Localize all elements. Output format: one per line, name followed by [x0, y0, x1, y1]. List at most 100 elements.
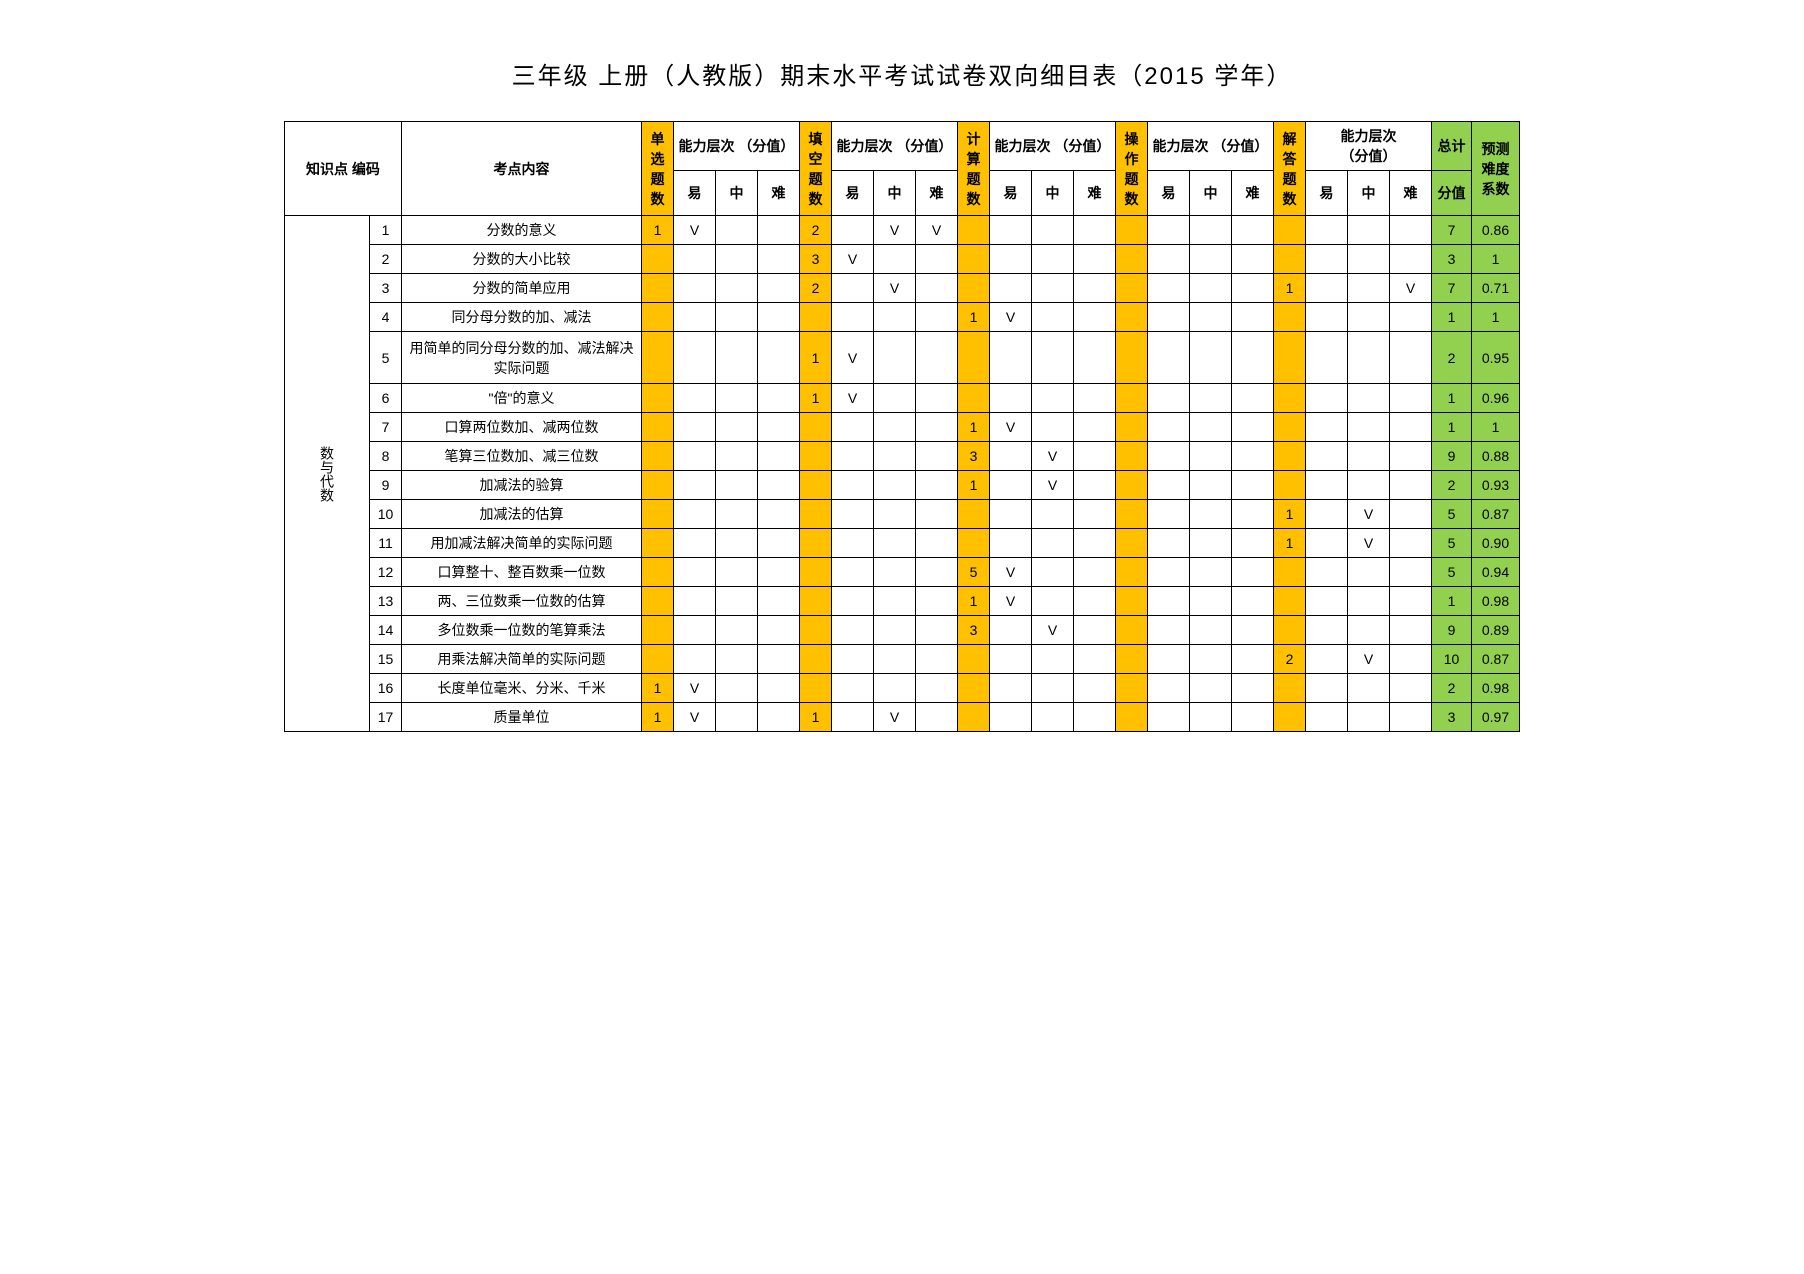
cell — [758, 645, 800, 674]
cell — [832, 442, 874, 471]
hdr-sc-level: 能力层次 （分值） — [674, 122, 800, 171]
cell — [832, 587, 874, 616]
cell — [874, 587, 916, 616]
cell — [1232, 674, 1274, 703]
cell — [1074, 303, 1116, 332]
cell: 10 — [1432, 645, 1472, 674]
cell — [1190, 645, 1232, 674]
cell — [1074, 216, 1116, 245]
hdr-cc-h: 难 — [1074, 171, 1116, 216]
cell — [916, 332, 958, 384]
cell: V — [990, 413, 1032, 442]
cell: 10 — [370, 500, 402, 529]
cell — [916, 529, 958, 558]
hdr-fc-m: 中 — [874, 171, 916, 216]
cell: 1 — [1274, 274, 1306, 303]
cell — [832, 303, 874, 332]
cell — [674, 332, 716, 384]
cell: V — [1032, 442, 1074, 471]
cell — [1306, 529, 1348, 558]
table-row: 数与代数1分数的意义1V2VV70.86 — [285, 216, 1520, 245]
cell — [916, 303, 958, 332]
cell — [874, 303, 916, 332]
cell: 1 — [1432, 303, 1472, 332]
cell — [1390, 413, 1432, 442]
cell: 1 — [1274, 529, 1306, 558]
cell: V — [832, 245, 874, 274]
cell: 5 — [1432, 529, 1472, 558]
cell — [1232, 384, 1274, 413]
cell — [1116, 274, 1148, 303]
cell — [1232, 216, 1274, 245]
cell — [1348, 471, 1390, 500]
cell — [916, 471, 958, 500]
cell — [1348, 274, 1390, 303]
cell — [874, 558, 916, 587]
cell — [1274, 332, 1306, 384]
cell — [1348, 384, 1390, 413]
cell: 长度单位毫米、分米、千米 — [402, 674, 642, 703]
cell: V — [1348, 500, 1390, 529]
cell — [758, 216, 800, 245]
cell — [958, 216, 990, 245]
cell — [1274, 674, 1306, 703]
cell — [832, 674, 874, 703]
cell — [1348, 703, 1390, 732]
cell — [874, 332, 916, 384]
cell — [1148, 332, 1190, 384]
cell — [1032, 703, 1074, 732]
cell — [1148, 558, 1190, 587]
table-row: 15用乘法解决简单的实际问题2V100.87 — [285, 645, 1520, 674]
cell — [1074, 274, 1116, 303]
cell — [1232, 558, 1274, 587]
cell — [642, 500, 674, 529]
cell — [874, 529, 916, 558]
hdr-oc-level: 能力层次 （分值） — [1148, 122, 1274, 171]
cell: V — [990, 303, 1032, 332]
cell — [1232, 245, 1274, 274]
cell: 3 — [958, 616, 990, 645]
cell: 1 — [958, 413, 990, 442]
cell — [1074, 674, 1116, 703]
cell: 6 — [370, 384, 402, 413]
cell — [1232, 500, 1274, 529]
cell — [1116, 558, 1148, 587]
cell: 9 — [1432, 442, 1472, 471]
hdr-fc-h: 难 — [916, 171, 958, 216]
hdr-ac-level: 能力层次 （分值） — [1306, 122, 1432, 171]
cell — [758, 384, 800, 413]
cell — [1232, 413, 1274, 442]
cell — [916, 245, 958, 274]
cell — [1116, 216, 1148, 245]
cell: 12 — [370, 558, 402, 587]
cell — [674, 558, 716, 587]
cell — [916, 442, 958, 471]
hdr-code: 知识点 编码 — [285, 122, 402, 216]
cell — [1390, 216, 1432, 245]
hdr-ac-count: 解 答 题 数 — [1274, 122, 1306, 216]
page-title: 三年级 上册（人教版）期末水平考试试卷双向细目表（2015 学年） — [40, 56, 1764, 91]
cell — [1306, 703, 1348, 732]
cell: 1 — [1472, 245, 1520, 274]
cell — [800, 674, 832, 703]
cell: 加减法的估算 — [402, 500, 642, 529]
cell — [874, 384, 916, 413]
cell — [1032, 245, 1074, 274]
hdr-oc-m: 中 — [1190, 171, 1232, 216]
table-row: 6"倍"的意义1V10.96 — [285, 384, 1520, 413]
cell — [1074, 645, 1116, 674]
cell — [1306, 645, 1348, 674]
cell — [1032, 587, 1074, 616]
cell: 1 — [1472, 413, 1520, 442]
cell: 3 — [958, 442, 990, 471]
cell: 3 — [1432, 245, 1472, 274]
cell — [1348, 245, 1390, 274]
cell: 加减法的验算 — [402, 471, 642, 500]
cell — [958, 332, 990, 384]
cell: "倍"的意义 — [402, 384, 642, 413]
cell: 1 — [1432, 587, 1472, 616]
cell — [990, 274, 1032, 303]
table-row: 12口算整十、整百数乘一位数5V50.94 — [285, 558, 1520, 587]
cell — [1074, 529, 1116, 558]
cell — [958, 645, 990, 674]
